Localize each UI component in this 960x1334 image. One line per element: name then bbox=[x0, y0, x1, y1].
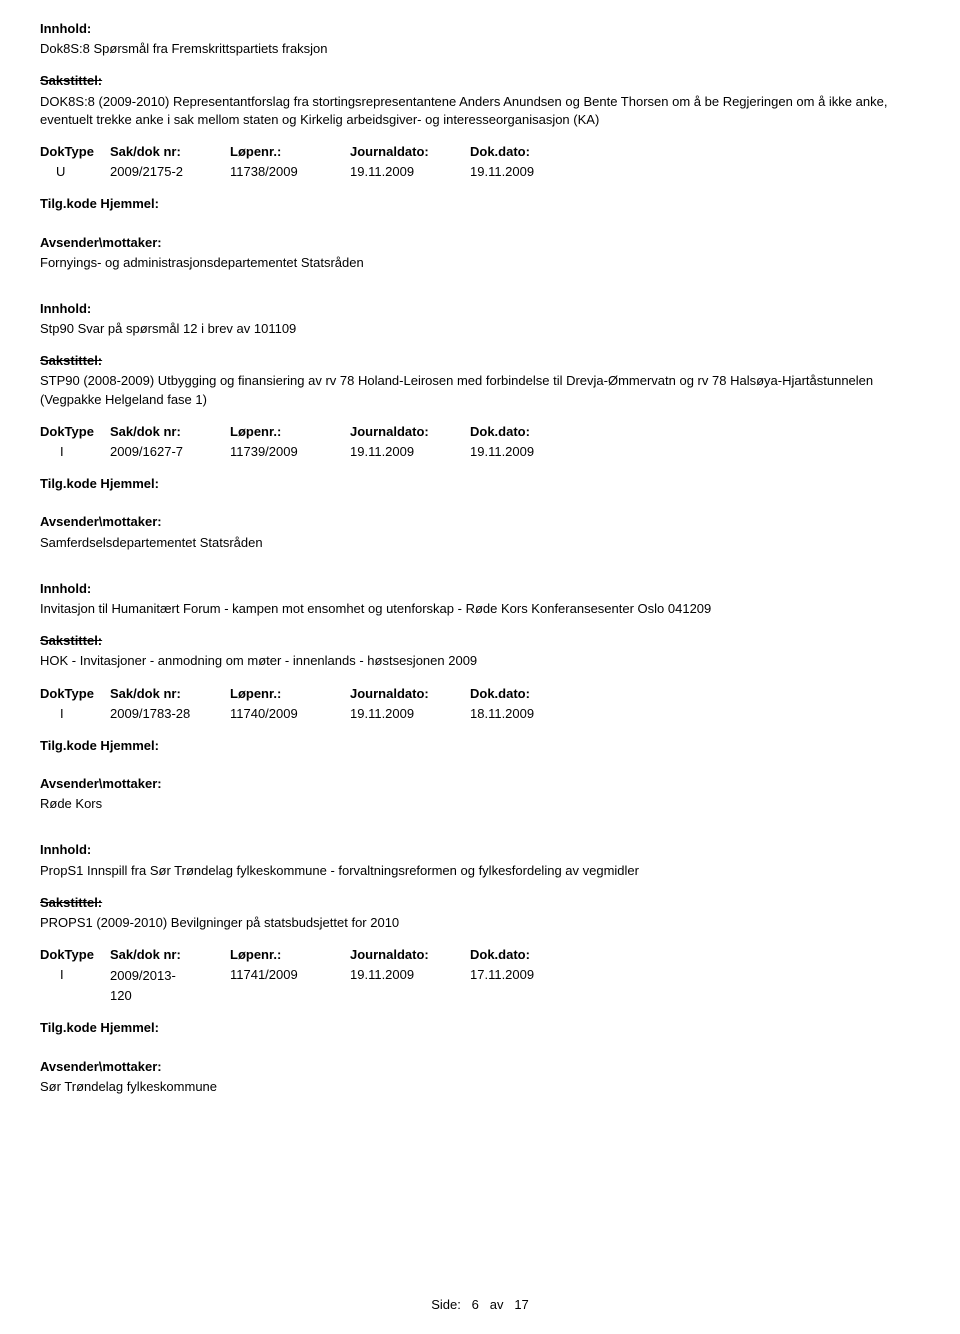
avsender-label: Avsender\mottaker: bbox=[40, 234, 920, 252]
innhold-label: Innhold: bbox=[40, 580, 920, 598]
lopenr-val: 11741/2009 bbox=[230, 966, 350, 1005]
lopenr-val: 11738/2009 bbox=[230, 163, 350, 181]
entry-title: Dok8S:8 Spørsmål fra Fremskrittspartiets… bbox=[40, 40, 920, 58]
journal-entry: Innhold: Stp90 Svar på spørsmål 12 i bre… bbox=[40, 300, 920, 552]
entry-desc: STP90 (2008-2009) Utbygging og finansier… bbox=[40, 372, 920, 408]
lopenr-header: Løpenr.: bbox=[230, 143, 350, 161]
journaldato-val: 19.11.2009 bbox=[350, 443, 470, 461]
journaldato-header: Journaldato: bbox=[350, 685, 470, 703]
innhold-label: Innhold: bbox=[40, 841, 920, 859]
side-label: Side: bbox=[431, 1297, 461, 1312]
journaldato-header: Journaldato: bbox=[350, 423, 470, 441]
doktype-val: U bbox=[40, 163, 110, 181]
dokdato-header: Dok.dato: bbox=[470, 423, 590, 441]
meta-headers: DokType Sak/dok nr: Løpenr.: Journaldato… bbox=[40, 946, 920, 964]
innhold-label: Innhold: bbox=[40, 300, 920, 318]
journaldato-header: Journaldato: bbox=[350, 946, 470, 964]
doktype-val: I bbox=[40, 966, 110, 1005]
journaldato-val: 19.11.2009 bbox=[350, 705, 470, 723]
tilgkode-label: Tilg.kode Hjemmel: bbox=[40, 195, 920, 213]
tilgkode-label: Tilg.kode Hjemmel: bbox=[40, 737, 920, 755]
sakdok-val: 2009/1627-7 bbox=[110, 443, 230, 461]
avsender-label: Avsender\mottaker: bbox=[40, 775, 920, 793]
sakstittel-label: Sakstittel: bbox=[40, 352, 920, 370]
meta-headers: DokType Sak/dok nr: Løpenr.: Journaldato… bbox=[40, 685, 920, 703]
lopenr-header: Løpenr.: bbox=[230, 946, 350, 964]
avsender-val: Sør Trøndelag fylkeskommune bbox=[40, 1078, 920, 1096]
sakdok-line2: 120 bbox=[110, 986, 230, 1006]
dokdato-header: Dok.dato: bbox=[470, 946, 590, 964]
meta-row: I 2009/2013- 120 11741/2009 19.11.2009 1… bbox=[40, 966, 920, 1005]
doktype-header: DokType bbox=[40, 143, 110, 161]
dokdato-val: 19.11.2009 bbox=[470, 163, 590, 181]
dokdato-val: 19.11.2009 bbox=[470, 443, 590, 461]
avsender-label: Avsender\mottaker: bbox=[40, 513, 920, 531]
sakdok-val: 2009/1783-28 bbox=[110, 705, 230, 723]
doktype-header: DokType bbox=[40, 685, 110, 703]
meta-headers: DokType Sak/dok nr: Løpenr.: Journaldato… bbox=[40, 423, 920, 441]
dokdato-header: Dok.dato: bbox=[470, 685, 590, 703]
doktype-header: DokType bbox=[40, 946, 110, 964]
lopenr-header: Løpenr.: bbox=[230, 423, 350, 441]
page-current: 6 bbox=[472, 1297, 479, 1312]
av-label: av bbox=[490, 1297, 504, 1312]
entry-desc: PROPS1 (2009-2010) Bevilgninger på stats… bbox=[40, 914, 920, 932]
sakdok-header: Sak/dok nr: bbox=[110, 685, 230, 703]
dokdato-header: Dok.dato: bbox=[470, 143, 590, 161]
avsender-label: Avsender\mottaker: bbox=[40, 1058, 920, 1076]
sakdok-val: 2009/2175-2 bbox=[110, 163, 230, 181]
journal-entry: Innhold: Invitasjon til Humanitært Forum… bbox=[40, 580, 920, 814]
sakdok-header: Sak/dok nr: bbox=[110, 946, 230, 964]
page-footer: Side: 6 av 17 bbox=[0, 1296, 960, 1314]
entry-title: Invitasjon til Humanitært Forum - kampen… bbox=[40, 600, 920, 618]
meta-row: U 2009/2175-2 11738/2009 19.11.2009 19.1… bbox=[40, 163, 920, 181]
dokdato-val: 17.11.2009 bbox=[470, 966, 590, 1005]
sakstittel-label: Sakstittel: bbox=[40, 632, 920, 650]
avsender-val: Fornyings- og administrasjonsdepartement… bbox=[40, 254, 920, 272]
innhold-label: Innhold: bbox=[40, 20, 920, 38]
sakstittel-label: Sakstittel: bbox=[40, 894, 920, 912]
meta-headers: DokType Sak/dok nr: Løpenr.: Journaldato… bbox=[40, 143, 920, 161]
avsender-val: Samferdselsdepartementet Statsråden bbox=[40, 534, 920, 552]
dokdato-val: 18.11.2009 bbox=[470, 705, 590, 723]
sakdok-header: Sak/dok nr: bbox=[110, 423, 230, 441]
avsender-val: Røde Kors bbox=[40, 795, 920, 813]
entry-desc: HOK - Invitasjoner - anmodning om møter … bbox=[40, 652, 920, 670]
entry-title: Stp90 Svar på spørsmål 12 i brev av 1011… bbox=[40, 320, 920, 338]
lopenr-header: Løpenr.: bbox=[230, 685, 350, 703]
meta-row: I 2009/1627-7 11739/2009 19.11.2009 19.1… bbox=[40, 443, 920, 461]
journaldato-val: 19.11.2009 bbox=[350, 163, 470, 181]
journaldato-header: Journaldato: bbox=[350, 143, 470, 161]
sakdok-line1: 2009/2013- bbox=[110, 966, 230, 986]
doktype-val: I bbox=[40, 443, 110, 461]
doktype-val: I bbox=[40, 705, 110, 723]
lopenr-val: 11739/2009 bbox=[230, 443, 350, 461]
sakdok-val: 2009/2013- 120 bbox=[110, 966, 230, 1005]
meta-row: I 2009/1783-28 11740/2009 19.11.2009 18.… bbox=[40, 705, 920, 723]
lopenr-val: 11740/2009 bbox=[230, 705, 350, 723]
entry-desc: DOK8S:8 (2009-2010) Representantforslag … bbox=[40, 93, 920, 129]
journal-entry: Innhold: Dok8S:8 Spørsmål fra Fremskritt… bbox=[40, 20, 920, 272]
journal-entry: Innhold: PropS1 Innspill fra Sør Trøndel… bbox=[40, 841, 920, 1096]
entry-title: PropS1 Innspill fra Sør Trøndelag fylkes… bbox=[40, 862, 920, 880]
sakstittel-label: Sakstittel: bbox=[40, 72, 920, 90]
page-total: 17 bbox=[514, 1297, 528, 1312]
tilgkode-label: Tilg.kode Hjemmel: bbox=[40, 475, 920, 493]
sakdok-header: Sak/dok nr: bbox=[110, 143, 230, 161]
doktype-header: DokType bbox=[40, 423, 110, 441]
journaldato-val: 19.11.2009 bbox=[350, 966, 470, 1005]
tilgkode-label: Tilg.kode Hjemmel: bbox=[40, 1019, 920, 1037]
